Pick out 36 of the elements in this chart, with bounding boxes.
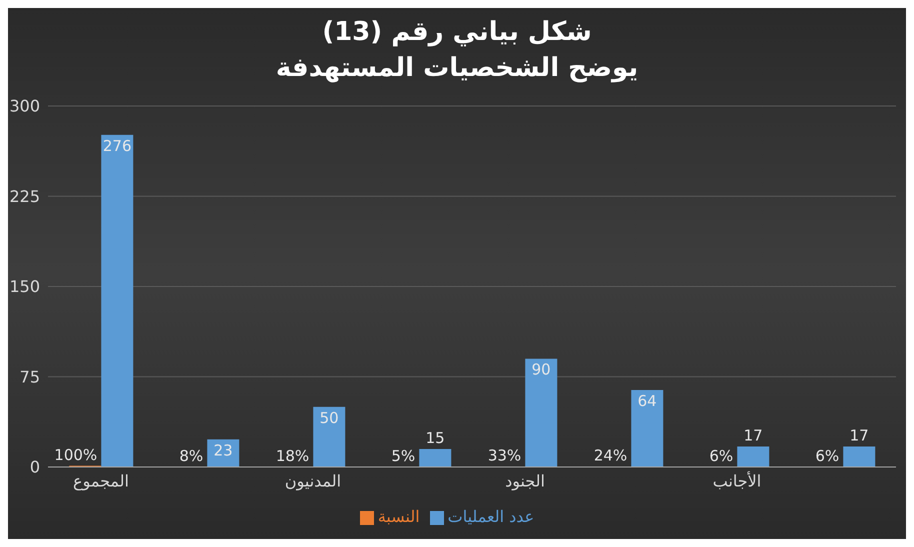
bar: [101, 134, 134, 467]
data-label: 90: [532, 360, 551, 379]
bar: [525, 358, 558, 467]
x-tick-label: المدنيون: [284, 471, 342, 490]
bar: [843, 446, 876, 467]
y-tick-label: 75: [20, 367, 40, 386]
data-label: 24%: [594, 446, 628, 465]
x-tick-label: الجنود: [505, 471, 545, 490]
data-label: 100%: [54, 446, 98, 464]
data-label: 33%: [488, 446, 522, 465]
data-label: 6%: [815, 446, 840, 465]
y-tick-label: 225: [9, 186, 40, 206]
data-label: 50: [320, 408, 339, 427]
y-tick-label: 0: [30, 458, 40, 477]
bar: [419, 448, 452, 467]
chart-subtitle: يوضح الشخصيات المستهدفة: [274, 52, 640, 85]
chart-title: شكل بياني رقم (13): [321, 16, 593, 49]
data-label: 64: [638, 392, 657, 410]
x-tick-label: المجموع: [73, 471, 129, 490]
bar: [631, 390, 664, 467]
data-label: 6%: [709, 446, 734, 465]
data-label: 8%: [179, 446, 204, 465]
data-label: 23: [214, 441, 233, 460]
legend-label: النسبة: [378, 507, 420, 526]
bar: [737, 446, 770, 467]
data-label: 276: [102, 136, 132, 155]
x-tick-label: الأجانب: [712, 470, 762, 490]
y-tick-label: 150: [9, 277, 40, 296]
bar: [313, 406, 346, 467]
data-label: 17: [850, 426, 869, 445]
data-label: 15: [426, 428, 445, 447]
legend-label: عدد العمليات: [448, 507, 534, 526]
data-label: 18%: [276, 446, 310, 465]
data-label: 17: [744, 426, 763, 445]
data-label: 5%: [391, 446, 416, 465]
y-tick-label: 300: [9, 96, 40, 116]
